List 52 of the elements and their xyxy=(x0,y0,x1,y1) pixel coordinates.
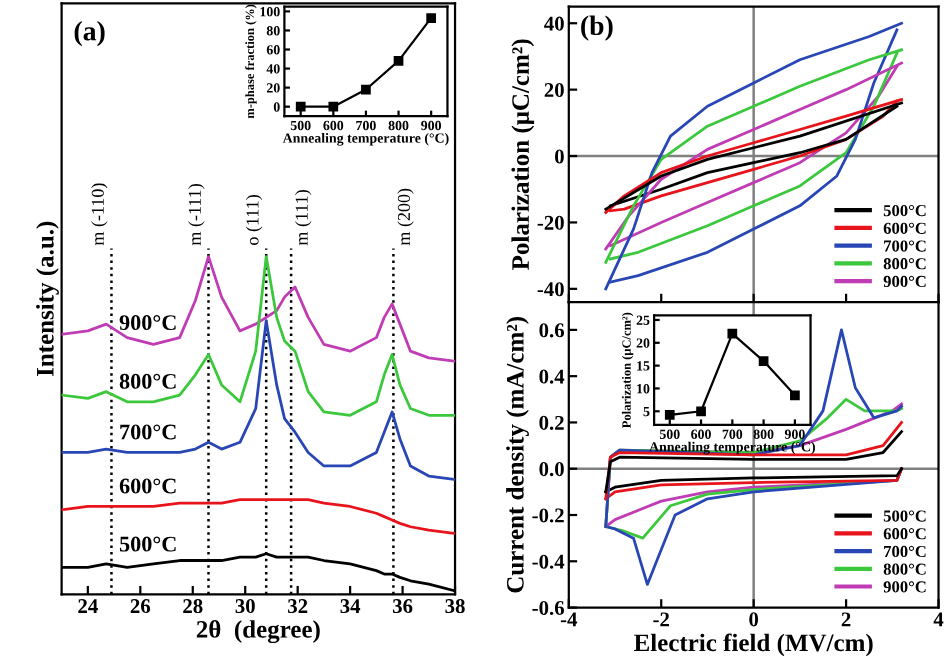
ref-line-label: m (-110) xyxy=(91,183,108,246)
x-tick-label: 38 xyxy=(445,599,465,614)
y-tick-label: 0.0 xyxy=(539,462,564,477)
legend-label: 500°C xyxy=(883,510,926,522)
y-axis-title: Intensity (a.u.) xyxy=(36,221,59,377)
series-label: 800°C xyxy=(119,373,176,389)
y-tick-label: 0.4 xyxy=(539,369,565,384)
x-tick-label: 0 xyxy=(749,612,759,627)
x-tick-label: 24 xyxy=(78,599,98,613)
x-tick-label: 32 xyxy=(288,599,308,614)
series-label: 500°C xyxy=(119,536,176,552)
x-axis-title: Electric field (MV/cm) xyxy=(634,633,873,657)
legend-label: 900°C xyxy=(883,581,926,593)
legend-label: 600°C xyxy=(883,222,926,234)
x-tick-label: 2 xyxy=(841,612,851,627)
series-label: 600°C xyxy=(119,478,176,494)
y-tick-label: -0.4 xyxy=(532,554,565,569)
annotation: (b) xyxy=(581,15,613,41)
y-tick-label: -0.2 xyxy=(532,508,564,523)
x-tick-label: 28 xyxy=(183,599,203,614)
y-tick-label: 40 xyxy=(544,16,564,31)
y-tick-label: -0.6 xyxy=(532,600,565,616)
x-tick-label: 4 xyxy=(933,612,944,627)
y-tick-label: -20 xyxy=(537,215,564,230)
x-tick-label: 26 xyxy=(130,599,151,614)
y-axis-title: Current density (mA/cm²) xyxy=(506,317,529,593)
legend-label: 700°C xyxy=(884,545,926,558)
y-tick-label: 0.2 xyxy=(539,415,564,430)
x-tick-label: 34 xyxy=(340,599,361,614)
series-label: 900°C xyxy=(119,315,176,331)
legend-label: 800°C xyxy=(883,563,926,575)
legend-label: 600°C xyxy=(883,528,926,540)
legend-label: 500°C xyxy=(883,204,926,217)
y-tick-label: 0 xyxy=(555,149,564,164)
x-tick-label: 30 xyxy=(235,599,255,614)
ref-line-label: m (111) xyxy=(295,190,312,246)
x-axis-title: 2θ (degree) xyxy=(196,620,320,644)
legend-label: 700°C xyxy=(884,240,926,252)
x-tick-label: 36 xyxy=(392,599,413,614)
ref-line-label: m (200) xyxy=(397,188,414,246)
text: (a) xyxy=(74,21,105,47)
legend-label: 900°C xyxy=(883,275,926,288)
y-tick-label: -40 xyxy=(537,282,564,297)
legend-label: 800°C xyxy=(883,258,926,270)
y-tick-label: 20 xyxy=(544,83,564,98)
ref-line-label: m (-111) xyxy=(188,184,205,246)
x-tick-label: -4 xyxy=(560,612,578,627)
y-tick-label: 0.6 xyxy=(539,323,565,338)
series-label: 700°C xyxy=(120,424,176,440)
x-tick-label: -2 xyxy=(653,612,670,627)
ref-line-label: o (111) xyxy=(245,195,263,245)
y-axis-title: Polarization (μC/cm²) xyxy=(511,39,535,270)
